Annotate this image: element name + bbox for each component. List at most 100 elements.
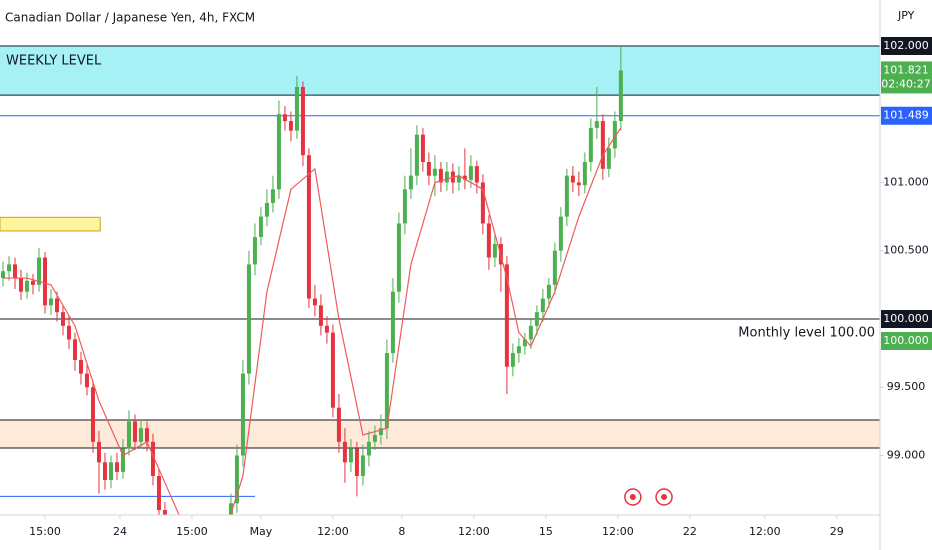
zone-label: WEEKLY LEVEL: [6, 53, 102, 68]
candle-body: [54, 298, 59, 313]
candle-body: [348, 448, 353, 463]
y-tick-label: 99.000: [887, 448, 926, 461]
candle-body: [486, 223, 491, 258]
candle-body: [360, 455, 365, 476]
candle-body: [582, 162, 587, 186]
candle-body: [480, 182, 485, 224]
price-tag: [881, 331, 932, 350]
candle-body: [600, 121, 605, 169]
candle-body: [564, 175, 569, 217]
candle-body: [36, 257, 41, 285]
event-marker-dot: [629, 494, 636, 500]
candle-body: [384, 353, 389, 429]
candle-body: [588, 127, 593, 163]
candle-body: [66, 325, 71, 340]
candle-body: [108, 462, 113, 481]
candle-body: [414, 134, 419, 176]
candle-body: [288, 121, 293, 131]
candle-body: [42, 257, 47, 306]
candle-body: [396, 223, 401, 292]
candle-body: [96, 441, 101, 463]
price-tag: [881, 36, 932, 55]
candle-body: [228, 503, 233, 515]
candle-body: [78, 359, 83, 374]
candle-body: [156, 475, 161, 511]
price-tag-label: 100.000: [883, 334, 929, 347]
candle-body: [102, 462, 107, 481]
candle-body: [372, 435, 377, 442]
candle-body: [390, 291, 395, 354]
candle-body: [426, 162, 431, 176]
candle-body: [211, 544, 215, 550]
candle-body: [594, 121, 599, 128]
candle-body: [474, 166, 479, 183]
candle-body: [294, 86, 299, 131]
candle-body: [432, 168, 437, 176]
candle-body: [354, 448, 359, 476]
candle-body: [606, 148, 611, 169]
price-tag: [881, 61, 932, 94]
candle-body: [558, 216, 563, 251]
candle-body: [12, 264, 17, 279]
candle-body: [570, 175, 575, 183]
level-label: Monthly level 100.00: [738, 325, 875, 340]
candle-body: [223, 524, 227, 538]
candle-body: [0, 271, 5, 279]
candle-body: [234, 455, 239, 504]
candle-body: [300, 86, 305, 156]
x-tick-label: 15:00: [176, 525, 208, 538]
plot-area: [0, 45, 880, 550]
candle-body: [169, 537, 173, 550]
candle-body: [90, 387, 95, 442]
candle-body: [534, 312, 539, 326]
x-tick-label: 8: [398, 525, 405, 538]
candle-body: [330, 332, 335, 408]
zone: [0, 45, 880, 96]
candle-body: [132, 421, 137, 442]
candle-body: [402, 189, 407, 224]
x-tick-label: May: [250, 525, 273, 538]
candle-body: [540, 298, 545, 313]
moving-average: [2, 127, 622, 515]
candle-body: [282, 114, 287, 122]
candle-body: [252, 237, 257, 265]
candle-body: [6, 264, 11, 272]
candle-body: [516, 346, 521, 354]
zone: [0, 216, 101, 232]
candle-body: [306, 155, 311, 299]
x-tick-label: 15: [539, 525, 553, 538]
candle-body: [510, 353, 515, 367]
candle-body: [546, 284, 551, 299]
candle-body: [618, 70, 623, 122]
candle-body: [72, 339, 77, 360]
zone: [0, 419, 880, 448]
chart-title: Canadian Dollar / Japanese Yen, 4h, FXCM: [5, 11, 255, 25]
x-tick-label: 15:00: [29, 525, 61, 538]
x-tick-label: 29: [830, 525, 844, 538]
candle-body: [264, 202, 269, 217]
x-tick-label: 12:00: [458, 525, 490, 538]
candle-body: [462, 175, 467, 180]
candle-body: [420, 134, 425, 163]
candle-body: [126, 421, 131, 449]
candle-body: [318, 305, 323, 326]
event-marker-dot: [661, 494, 668, 500]
candle-body: [492, 243, 497, 258]
x-tick-label: 12:00: [749, 525, 781, 538]
candle-body: [366, 441, 371, 456]
price-tag: [881, 309, 932, 328]
candle-body: [276, 114, 281, 190]
candle-body: [217, 537, 221, 544]
candle-body: [552, 250, 557, 285]
candle-body: [528, 325, 533, 340]
candle-body: [114, 462, 119, 472]
candle-body: [120, 448, 125, 472]
price-tag-label: 101.821: [883, 63, 929, 76]
x-tick-label: 24: [113, 525, 127, 538]
candle-body: [138, 428, 143, 442]
x-tick-label: 12:00: [317, 525, 349, 538]
candle-body: [576, 182, 581, 186]
candle-body: [162, 510, 167, 515]
candle-body: [60, 312, 65, 326]
